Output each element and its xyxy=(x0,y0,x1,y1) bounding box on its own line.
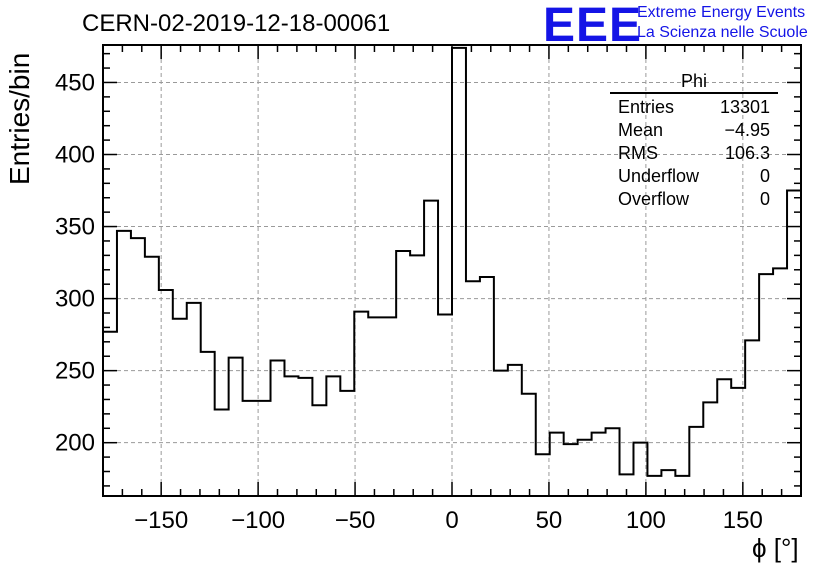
stats-label: RMS xyxy=(618,143,658,163)
stats-value: 106.3 xyxy=(724,143,770,163)
stats-value: 0 xyxy=(759,166,770,186)
chart-title: CERN-02-2019-12-18-00061 xyxy=(82,10,391,37)
stats-row-underflow: Underflow 0 xyxy=(610,165,778,188)
logo-line-2: La Scienza nelle Scuole xyxy=(637,24,808,41)
y-tick-label: 300 xyxy=(55,286,95,313)
y-tick-label: 350 xyxy=(55,214,95,241)
logo-line-1: Extreme Energy Events xyxy=(637,4,806,21)
axis-ticks xyxy=(102,45,802,496)
stats-label: Mean xyxy=(618,120,664,140)
stats-row-entries: Entries 13301 xyxy=(610,96,778,119)
stats-label: Underflow xyxy=(618,166,700,186)
stats-box: Phi Entries 13301 Mean −4.95 RMS 106.3 U… xyxy=(610,70,778,211)
y-axis-label: Entries/bin xyxy=(4,53,35,186)
stats-value: 0 xyxy=(759,189,770,209)
x-axis-label: ϕ [°] xyxy=(752,533,799,563)
y-tick-label: 250 xyxy=(55,358,95,385)
y-tick-label: 200 xyxy=(55,430,95,457)
stats-label: Entries xyxy=(618,97,675,117)
stats-divider xyxy=(610,92,778,94)
x-tick-label: −150 xyxy=(134,507,188,534)
x-tick-label: −50 xyxy=(335,507,376,534)
y-axis-label-text: Entries/bin xyxy=(4,52,35,185)
stats-value: 13301 xyxy=(719,97,770,117)
y-tick-label: 450 xyxy=(55,69,95,96)
stats-header: Phi xyxy=(680,71,707,91)
x-tick-label: 100 xyxy=(626,507,666,534)
stats-row-overflow: Overflow 0 xyxy=(610,188,778,211)
tick-labels: −150 −100 −50 0 50 100 150 200 250 300 350 400 450 xyxy=(55,69,763,534)
eee-logo-mark: EEE xyxy=(543,0,643,52)
y-tick-label: 400 xyxy=(55,142,95,169)
plot-frame xyxy=(102,44,802,497)
stats-row-mean: Mean −4.95 xyxy=(610,119,778,142)
x-tick-label: 150 xyxy=(723,507,763,534)
stats-label: Overflow xyxy=(618,189,690,209)
x-tick-label: 50 xyxy=(536,507,563,534)
x-tick-label: 0 xyxy=(445,507,458,534)
x-tick-label: −100 xyxy=(231,507,285,534)
stats-value: −4.95 xyxy=(724,120,770,140)
histogram-line xyxy=(103,46,801,477)
stats-row-rms: RMS 106.3 xyxy=(610,142,778,165)
